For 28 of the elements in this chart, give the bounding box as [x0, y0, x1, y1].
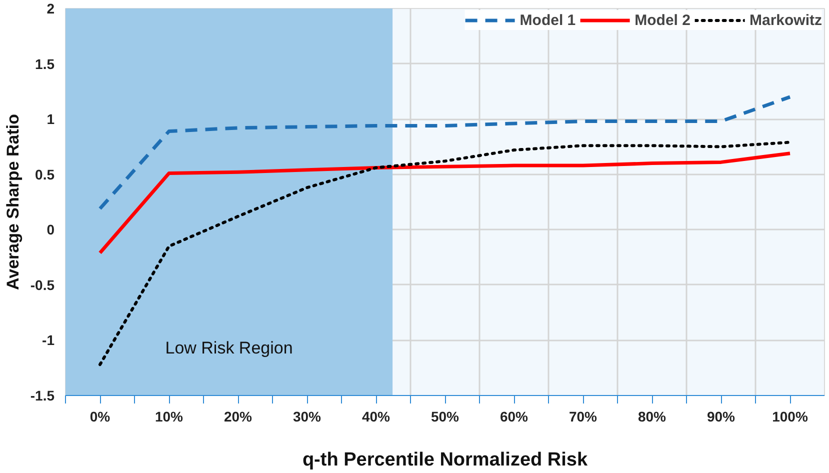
line-series: [98, 140, 792, 366]
y-tick-label: -1: [42, 332, 55, 348]
x-tick-label: 60%: [500, 408, 529, 424]
x-tick-label: 90%: [706, 408, 736, 424]
x-tick-label: 80%: [638, 408, 667, 424]
x-tick-label: 10%: [154, 408, 184, 424]
y-tick-label: -1.5: [30, 388, 55, 404]
y-tick-label: 1: [46, 111, 55, 128]
x-tick-label: 70%: [568, 408, 598, 424]
band-label: Low Risk Region: [165, 338, 293, 358]
line-series: [98, 95, 792, 210]
x-tick-label: 30%: [292, 408, 322, 424]
y-tick-label: 0: [46, 222, 55, 238]
x-tick-label: 100%: [772, 408, 808, 424]
legend-label: Model 2: [634, 12, 690, 28]
x-tick-label: 20%: [224, 408, 253, 424]
y-tick-label: 0.5: [35, 166, 55, 182]
x-tick-label: 0%: [90, 408, 111, 424]
y-axis-title: Average Sharpe Ratio: [3, 114, 22, 290]
legend-label: Model 1: [520, 12, 576, 28]
y-tick-label: 1.5: [35, 56, 55, 72]
x-axis-title: q-th Percentile Normalized Risk: [302, 450, 588, 470]
x-tick-label: 50%: [430, 408, 460, 424]
y-tick-label: 2: [46, 0, 55, 16]
line-series: [98, 152, 792, 255]
x-tick-label: 40%: [362, 408, 391, 424]
y-tick-label: -0.5: [30, 276, 55, 293]
legend-label: Markowitz: [749, 12, 822, 28]
